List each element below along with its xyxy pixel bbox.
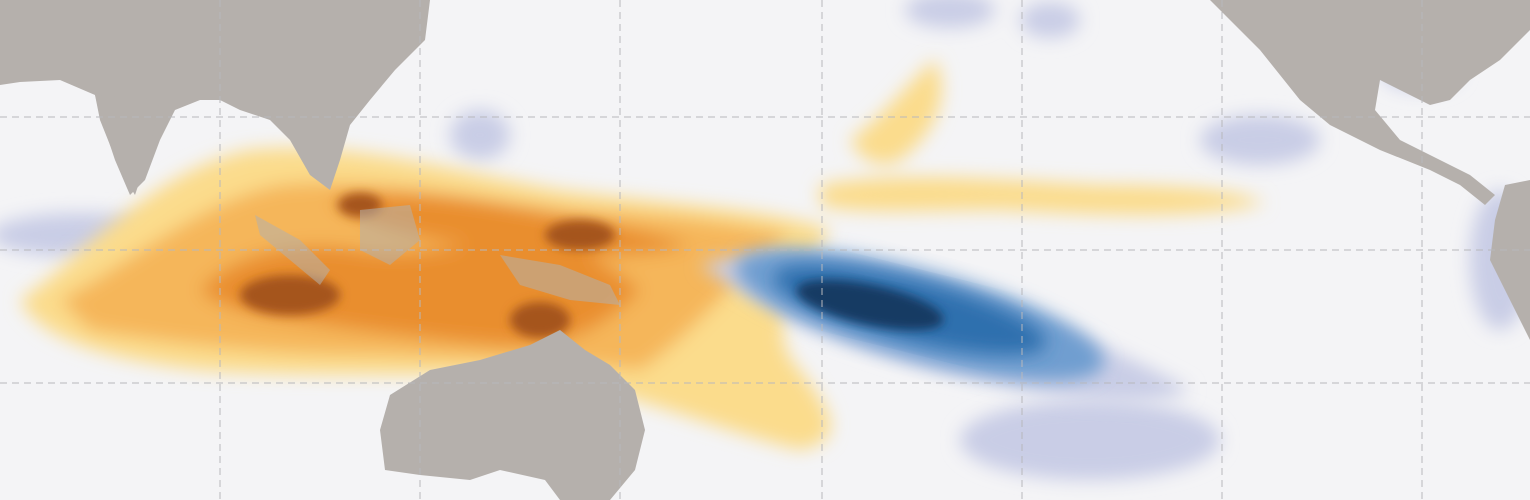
north-america <box>1210 0 1530 205</box>
new-guinea <box>500 255 620 305</box>
strong-positive-anomaly <box>240 193 615 338</box>
asia <box>0 0 430 195</box>
australia <box>380 330 645 500</box>
india <box>95 95 160 195</box>
south-america <box>1490 180 1530 340</box>
